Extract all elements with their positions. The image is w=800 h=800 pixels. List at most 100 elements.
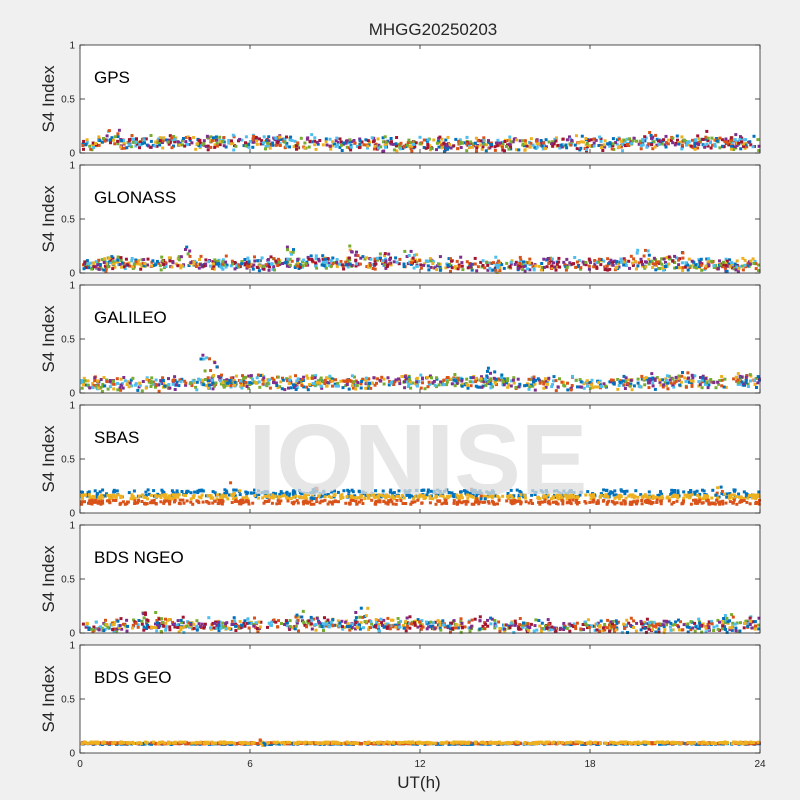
- data-point: [596, 385, 600, 389]
- data-points: [80, 353, 761, 393]
- data-point: [267, 498, 271, 502]
- y-tick-label: 0.5: [61, 455, 75, 466]
- data-point: [691, 376, 695, 380]
- data-point: [544, 385, 548, 389]
- data-point: [223, 492, 227, 495]
- data-point: [594, 138, 598, 142]
- data-point: [185, 245, 189, 249]
- data-point: [347, 493, 351, 497]
- data-point: [479, 143, 483, 147]
- data-point: [738, 138, 742, 141]
- data-point: [318, 501, 322, 505]
- data-point: [570, 624, 574, 627]
- data-point: [352, 139, 356, 142]
- data-point: [313, 383, 317, 387]
- data-point: [199, 496, 203, 500]
- data-point: [345, 495, 349, 499]
- data-point: [372, 493, 376, 497]
- data-point: [751, 493, 755, 497]
- data-point: [603, 495, 607, 498]
- data-point: [254, 621, 258, 625]
- data-point: [517, 497, 521, 501]
- data-point: [599, 619, 603, 623]
- data-point: [553, 489, 556, 493]
- data-point: [713, 144, 717, 148]
- data-point: [272, 379, 276, 382]
- data-point: [650, 143, 654, 147]
- data-point: [742, 626, 746, 630]
- data-point: [177, 255, 181, 259]
- data-point: [476, 265, 480, 269]
- data-point: [450, 259, 453, 263]
- plot-area: [80, 525, 760, 633]
- data-point: [730, 141, 734, 145]
- data-point: [373, 383, 377, 387]
- data-point: [209, 135, 213, 139]
- data-point: [101, 501, 105, 505]
- data-point: [693, 621, 697, 625]
- data-point: [514, 385, 518, 389]
- data-point: [480, 627, 484, 631]
- data-point: [473, 488, 477, 492]
- data-point: [205, 500, 209, 503]
- data-point: [473, 262, 477, 266]
- data-point: [468, 494, 472, 498]
- data-point: [515, 488, 519, 492]
- data-point: [448, 143, 452, 147]
- data-point: [707, 383, 711, 387]
- data-point: [113, 265, 117, 269]
- data-point: [99, 493, 103, 497]
- data-point: [248, 383, 252, 386]
- data-point: [496, 502, 499, 506]
- data-point: [467, 620, 471, 624]
- data-point: [668, 378, 672, 382]
- data-point: [384, 257, 387, 261]
- data-point: [470, 268, 474, 272]
- data-point: [314, 497, 318, 500]
- data-point: [503, 140, 507, 143]
- data-point: [262, 135, 266, 139]
- data-point: [441, 380, 444, 384]
- data-point: [157, 383, 161, 387]
- data-point: [117, 128, 121, 132]
- data-point: [613, 496, 617, 500]
- data-point: [742, 144, 745, 148]
- data-point: [140, 142, 144, 145]
- data-point: [460, 384, 464, 388]
- data-point: [120, 627, 124, 631]
- data-point: [310, 496, 313, 500]
- data-point: [103, 139, 107, 143]
- data-point: [377, 143, 381, 147]
- data-point: [82, 376, 86, 380]
- data-point: [541, 490, 545, 494]
- data-point: [632, 384, 636, 388]
- data-point: [84, 379, 88, 383]
- data-point: [639, 257, 643, 261]
- data-point: [626, 382, 630, 385]
- data-point: [483, 500, 487, 504]
- data-point: [112, 138, 115, 142]
- data-point: [290, 252, 293, 256]
- data-point: [698, 261, 702, 265]
- data-point: [154, 383, 158, 387]
- data-point: [153, 144, 157, 148]
- data-point: [120, 139, 123, 143]
- data-point: [271, 141, 275, 145]
- data-point: [140, 622, 144, 626]
- data-point: [349, 498, 353, 502]
- data-point: [708, 502, 712, 506]
- data-point: [132, 618, 136, 622]
- data-point: [505, 145, 508, 148]
- data-point: [239, 381, 243, 385]
- data-point: [635, 502, 638, 506]
- data-point: [681, 251, 685, 255]
- data-point: [528, 257, 532, 261]
- data-point: [335, 260, 339, 264]
- data-point: [90, 267, 94, 271]
- data-point: [649, 502, 653, 506]
- data-point: [315, 381, 319, 385]
- data-point: [689, 502, 693, 506]
- data-point: [364, 256, 368, 260]
- data-point: [354, 258, 358, 262]
- data-point: [687, 380, 691, 384]
